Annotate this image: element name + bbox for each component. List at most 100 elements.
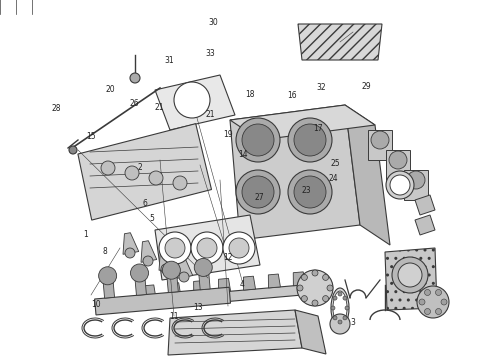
Polygon shape: [95, 287, 230, 315]
Circle shape: [301, 296, 307, 302]
Circle shape: [331, 306, 335, 310]
Circle shape: [371, 131, 389, 149]
Circle shape: [294, 176, 326, 208]
Text: 33: 33: [206, 49, 216, 58]
Text: 30: 30: [208, 18, 218, 27]
Text: 25: 25: [331, 159, 341, 168]
Polygon shape: [78, 123, 212, 220]
Circle shape: [407, 171, 425, 189]
Polygon shape: [144, 285, 156, 299]
Ellipse shape: [331, 288, 349, 328]
Polygon shape: [169, 283, 181, 297]
Circle shape: [338, 320, 342, 324]
Circle shape: [294, 124, 326, 156]
Circle shape: [242, 176, 274, 208]
Polygon shape: [386, 150, 410, 180]
Circle shape: [436, 289, 441, 296]
Circle shape: [424, 309, 431, 315]
Text: 28: 28: [51, 104, 61, 113]
Polygon shape: [415, 195, 435, 215]
Polygon shape: [198, 267, 210, 290]
Polygon shape: [219, 278, 231, 292]
Polygon shape: [155, 75, 235, 130]
Circle shape: [327, 285, 333, 291]
Text: 21: 21: [154, 103, 164, 112]
Circle shape: [322, 274, 329, 280]
Text: 14: 14: [238, 150, 247, 159]
Polygon shape: [168, 310, 302, 355]
Circle shape: [98, 267, 117, 285]
Circle shape: [69, 146, 77, 154]
Polygon shape: [123, 233, 139, 254]
Polygon shape: [298, 24, 382, 60]
Text: 13: 13: [194, 303, 203, 312]
Polygon shape: [230, 105, 360, 240]
Circle shape: [345, 306, 349, 310]
Text: 21: 21: [206, 110, 216, 119]
Circle shape: [288, 118, 332, 162]
Text: 23: 23: [301, 186, 311, 195]
Text: 6: 6: [142, 199, 147, 208]
Text: 32: 32: [316, 83, 326, 92]
Circle shape: [236, 118, 280, 162]
Circle shape: [343, 316, 347, 320]
Text: 8: 8: [103, 247, 108, 256]
Circle shape: [143, 256, 153, 266]
Circle shape: [392, 257, 428, 293]
Text: 16: 16: [287, 91, 296, 100]
Polygon shape: [293, 272, 305, 286]
Text: 15: 15: [86, 132, 96, 141]
Polygon shape: [135, 284, 315, 310]
Text: 5: 5: [149, 214, 154, 223]
Polygon shape: [269, 274, 280, 288]
Polygon shape: [345, 105, 390, 245]
Circle shape: [338, 292, 342, 296]
Polygon shape: [177, 257, 193, 278]
Circle shape: [161, 264, 171, 274]
Circle shape: [398, 263, 422, 287]
Text: 26: 26: [130, 99, 140, 108]
Text: 2: 2: [137, 163, 142, 172]
Text: 12: 12: [223, 253, 233, 262]
Polygon shape: [415, 215, 435, 235]
Circle shape: [130, 73, 140, 83]
Circle shape: [149, 171, 163, 185]
Circle shape: [312, 300, 318, 306]
Polygon shape: [167, 270, 178, 293]
Circle shape: [242, 124, 274, 156]
Circle shape: [236, 170, 280, 214]
Text: 29: 29: [362, 82, 371, 91]
Circle shape: [312, 270, 318, 276]
Polygon shape: [295, 310, 326, 354]
Circle shape: [343, 296, 347, 300]
Text: 19: 19: [223, 130, 233, 139]
Text: 3: 3: [350, 318, 355, 327]
Circle shape: [424, 289, 431, 296]
Text: 11: 11: [169, 311, 179, 320]
Circle shape: [101, 161, 115, 175]
Circle shape: [194, 258, 212, 276]
Text: 1: 1: [83, 230, 88, 239]
Circle shape: [288, 170, 332, 214]
Text: 20: 20: [105, 85, 115, 94]
Circle shape: [333, 316, 337, 320]
Circle shape: [173, 176, 187, 190]
Text: 4: 4: [240, 280, 245, 289]
Circle shape: [330, 314, 350, 334]
Circle shape: [389, 151, 407, 169]
Text: 10: 10: [91, 300, 100, 309]
Circle shape: [390, 175, 410, 195]
Polygon shape: [385, 248, 437, 310]
Circle shape: [165, 238, 185, 258]
Circle shape: [130, 264, 148, 282]
Polygon shape: [135, 273, 147, 295]
Text: 31: 31: [164, 56, 174, 65]
Text: 18: 18: [245, 90, 255, 99]
Circle shape: [297, 270, 333, 306]
Circle shape: [419, 299, 425, 305]
Polygon shape: [194, 280, 206, 294]
Ellipse shape: [333, 291, 347, 325]
Circle shape: [301, 274, 307, 280]
Circle shape: [322, 296, 329, 302]
Circle shape: [297, 285, 303, 291]
